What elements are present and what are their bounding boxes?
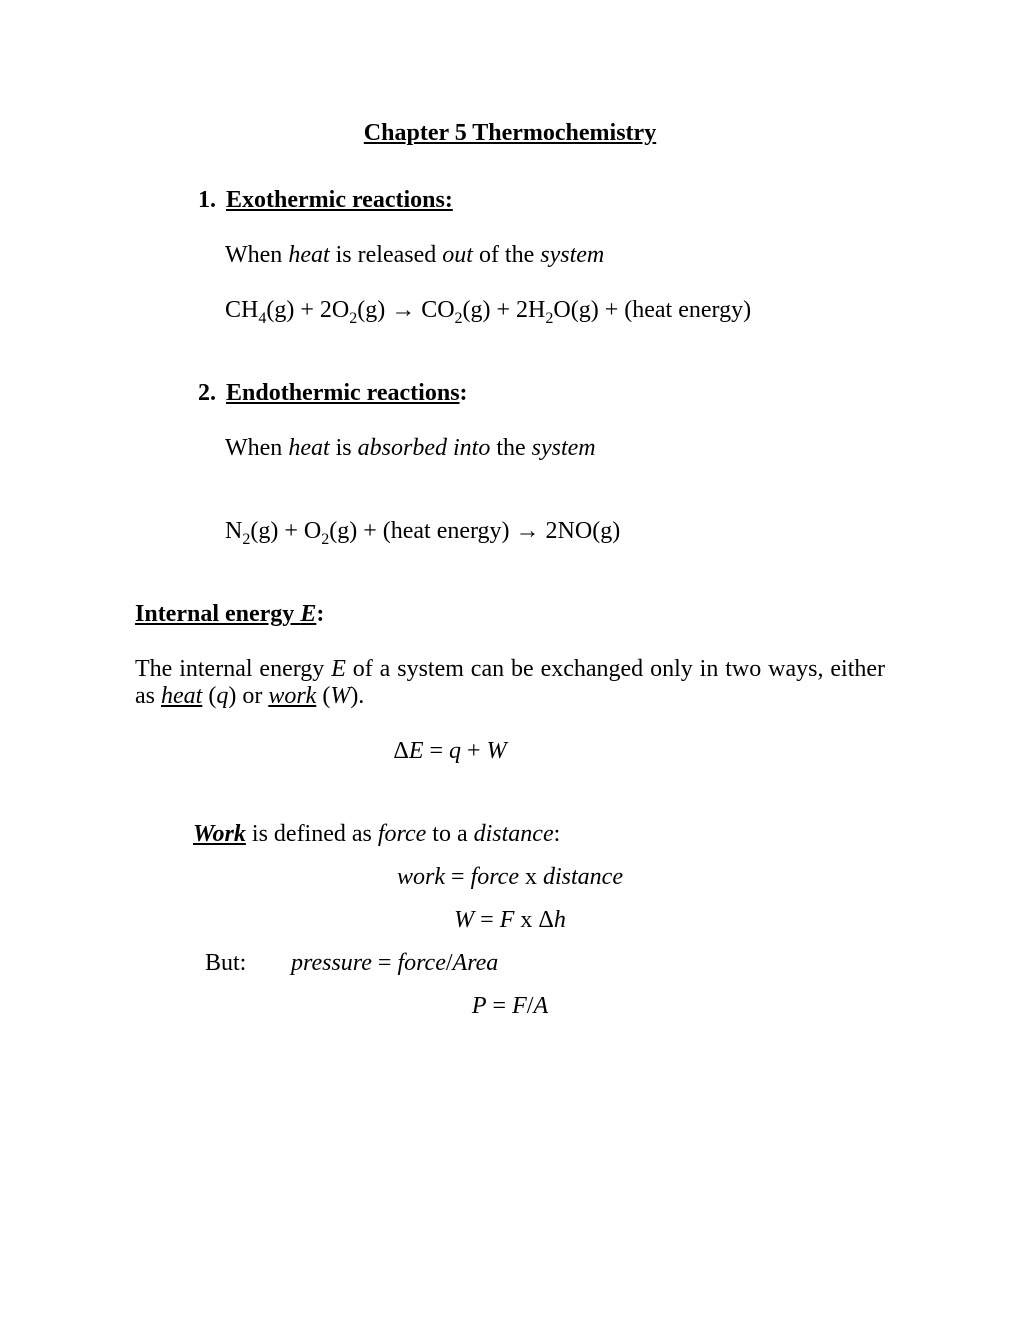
but-label: But:: [205, 950, 285, 977]
text-fragment: to a: [426, 821, 473, 847]
formula-fragment: P: [472, 993, 487, 1019]
colon: :: [316, 601, 324, 627]
formula-fragment: q: [449, 738, 461, 764]
text-fragment: q: [216, 683, 228, 709]
eq-subscript: 2: [321, 531, 329, 548]
section-1-equation: CH4(g) + 2O2(g) → CO2(g) + 2H2O(g) + (he…: [225, 297, 885, 324]
eq-fragment: (g) + 2O: [266, 297, 349, 323]
document-page: Chapter 5 Thermochemistry 1.Exothermic r…: [0, 0, 1020, 1116]
formula-fragment: pressure: [291, 950, 372, 976]
text-fragment: the: [490, 435, 531, 461]
eq-subscript: 2: [455, 310, 463, 327]
formula-fragment: h: [554, 907, 566, 933]
text-fragment: Work: [193, 821, 246, 847]
formula-fragment: W: [454, 907, 480, 933]
formula-fragment: F: [512, 993, 527, 1019]
text-fragment: When: [225, 242, 288, 268]
formula-fragment: distance: [543, 864, 623, 890]
formula-fragment: work: [397, 864, 445, 890]
eq-subscript: 2: [349, 310, 357, 327]
section-1-heading: 1.Exothermic reactions:: [198, 187, 885, 214]
text-fragment: is: [330, 435, 358, 461]
text-fragment: out: [442, 242, 473, 268]
formula-fragment: =: [445, 864, 471, 890]
text-fragment: is defined as: [246, 821, 378, 847]
text-fragment: W: [330, 683, 350, 709]
text-fragment: system: [540, 242, 604, 268]
text-fragment: of the: [473, 242, 540, 268]
section-2-equation: N2(g) + O2(g) + (heat energy) → 2NO(g): [225, 518, 885, 545]
text-fragment: When: [225, 435, 288, 461]
formula-fragment: Area: [453, 950, 499, 976]
formula-fragment: =: [487, 993, 513, 1019]
work-formula-1: work = force x distance: [135, 864, 885, 891]
formula-fragment: x Δ: [514, 907, 553, 933]
formula-fragment: force: [397, 950, 445, 976]
text-fragment: The internal energy: [135, 656, 331, 682]
text-fragment: :: [554, 821, 561, 847]
text-fragment: heat: [288, 242, 329, 268]
eq-fragment: O(g) + (heat energy): [553, 297, 751, 323]
text-fragment: force: [378, 821, 426, 847]
formula-fragment: x: [519, 864, 543, 890]
text-fragment: system: [532, 435, 596, 461]
section-2-description: When heat is absorbed into the system: [225, 435, 885, 462]
text-fragment: absorbed into: [358, 435, 491, 461]
text-fragment: E: [331, 656, 346, 682]
formula-fragment: +: [461, 738, 487, 764]
formula-fragment: Δ: [393, 738, 408, 764]
formula-fragment: /: [446, 950, 453, 976]
internal-energy-formula: ΔE = q + W: [135, 738, 885, 765]
internal-energy-body: The internal energy E of a system can be…: [135, 656, 885, 710]
heading-text: Internal energy: [135, 601, 300, 627]
formula-fragment: A: [533, 993, 548, 1019]
text-fragment: (: [202, 683, 216, 709]
colon: :: [460, 380, 468, 406]
text-fragment: distance: [474, 821, 554, 847]
formula-fragment: force: [471, 864, 519, 890]
formula-fragment: =: [480, 907, 500, 933]
eq-fragment: (g) + (heat energy) → 2NO(g): [329, 518, 620, 544]
eq-fragment: (g) → CO: [357, 297, 454, 323]
formula-fragment: =: [372, 950, 398, 976]
section-2-title: Endothermic reactions: [226, 380, 460, 406]
section-1-description: When heat is released out of the system: [225, 242, 885, 269]
text-fragment: heat: [288, 435, 329, 461]
work-definition: Work is defined as force to a distance:: [193, 821, 885, 848]
section-2-number: 2.: [198, 380, 226, 407]
eq-fragment: (g) + O: [250, 518, 321, 544]
formula-fragment: =: [424, 738, 450, 764]
heading-variable: E: [300, 601, 316, 627]
section-2-heading: 2.Endothermic reactions:: [198, 380, 885, 407]
chapter-title: Chapter 5 Thermochemistry: [135, 120, 885, 147]
text-fragment: heat: [161, 683, 202, 709]
text-fragment: ) or: [228, 683, 268, 709]
text-fragment: work: [268, 683, 316, 709]
text-fragment: (: [316, 683, 330, 709]
formula-fragment: W: [487, 738, 507, 764]
formula-fragment: F: [500, 907, 515, 933]
text-fragment: is released: [330, 242, 443, 268]
eq-fragment: (g) + 2H: [463, 297, 546, 323]
text-fragment: ).: [350, 683, 364, 709]
formula-fragment: E: [409, 738, 424, 764]
pressure-formula: P = F/A: [135, 993, 885, 1020]
internal-energy-heading: Internal energy E:: [135, 601, 885, 628]
section-1-number: 1.: [198, 187, 226, 214]
eq-fragment: CH: [225, 297, 258, 323]
work-formula-2: W = F x Δh: [135, 907, 885, 934]
but-pressure-line: But: pressure = force/Area: [205, 950, 885, 977]
eq-fragment: N: [225, 518, 242, 544]
section-1-title: Exothermic reactions:: [226, 187, 453, 213]
